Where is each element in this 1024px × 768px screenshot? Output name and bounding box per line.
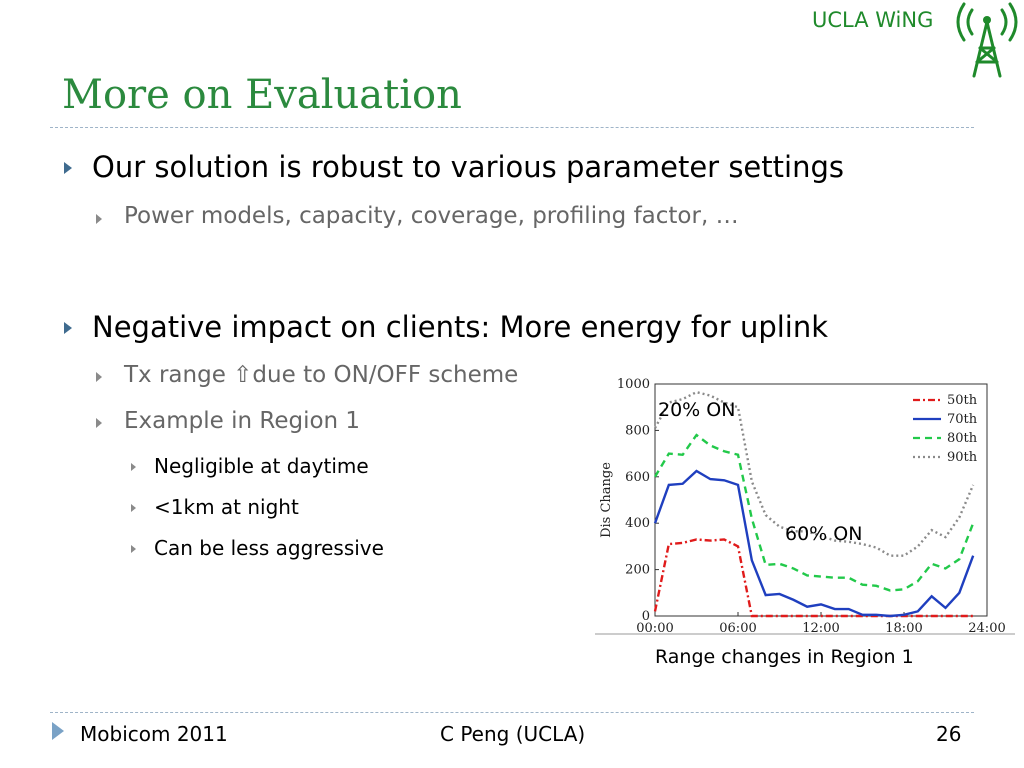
y-tick-label: 200 bbox=[625, 563, 650, 578]
sub-bullet-marker bbox=[96, 214, 102, 224]
y-tick-label: 400 bbox=[625, 516, 650, 531]
bullet-marker bbox=[64, 162, 72, 174]
x-tick-label: 18:00 bbox=[885, 621, 922, 636]
bullet-robust: Our solution is robust to various parame… bbox=[92, 150, 844, 184]
y-tick-label: 600 bbox=[625, 470, 650, 485]
series-line-70th bbox=[653, 469, 975, 618]
sub-bullet-marker bbox=[96, 418, 102, 428]
item-night: <1km at night bbox=[154, 495, 299, 519]
antenna-tower-icon bbox=[956, 2, 1018, 78]
legend-label-70th: 70th bbox=[947, 412, 978, 427]
brand-name: UCLA WiNG bbox=[812, 8, 934, 32]
item-daytime: Negligible at daytime bbox=[154, 454, 369, 478]
bullet-marker bbox=[64, 322, 72, 334]
sub-bullet-parameters: Power models, capacity, coverage, profil… bbox=[124, 203, 739, 229]
series-line-50th bbox=[653, 538, 974, 618]
y-tick-label: 0 bbox=[642, 609, 650, 624]
slide-title: More on Evaluation bbox=[62, 72, 462, 118]
bullet-negative-impact: Negative impact on clients: More energy … bbox=[92, 310, 829, 344]
x-tick-label: 00:00 bbox=[636, 621, 673, 636]
legend-label-50th: 50th bbox=[947, 393, 978, 408]
annotation-20-on: 20% ON bbox=[658, 399, 735, 421]
footer-divider bbox=[50, 712, 974, 713]
sub-sub-bullet-marker bbox=[131, 545, 136, 553]
series-line-90th bbox=[653, 390, 975, 557]
y-tick-label: 1000 bbox=[617, 377, 650, 392]
sub-bullet-region: Example in Region 1 bbox=[124, 408, 361, 434]
y-axis-label: Dis Change bbox=[599, 462, 614, 538]
page-number: 26 bbox=[936, 722, 962, 746]
series-line-80th bbox=[653, 433, 975, 592]
sub-bullet-marker bbox=[96, 372, 102, 382]
footer-author: C Peng (UCLA) bbox=[440, 722, 586, 746]
x-tick-label: 12:00 bbox=[802, 621, 839, 636]
annotation-60-on: 60% ON bbox=[785, 523, 862, 545]
chart-caption: Range changes in Region 1 bbox=[655, 646, 914, 668]
range-change-chart: 0 200 400 600 800 1000 00:00 06:00 12:00 18:00 24:… bbox=[595, 372, 1015, 642]
footer-marker bbox=[52, 722, 64, 740]
y-tick-label: 800 bbox=[625, 423, 650, 438]
title-divider bbox=[50, 127, 974, 128]
sub-sub-bullet-marker bbox=[131, 504, 136, 512]
x-tick-label: 06:00 bbox=[719, 621, 756, 636]
x-tick-label: 24:00 bbox=[968, 621, 1005, 636]
sub-sub-bullet-marker bbox=[131, 463, 136, 471]
legend-label-80th: 80th bbox=[947, 431, 978, 446]
footer-conference: Mobicom 2011 bbox=[80, 722, 228, 746]
sub-bullet-tx-range: Tx range ⇧due to ON/OFF scheme bbox=[124, 362, 519, 388]
legend-label-90th: 90th bbox=[947, 450, 978, 465]
item-aggressive: Can be less aggressive bbox=[154, 536, 384, 560]
